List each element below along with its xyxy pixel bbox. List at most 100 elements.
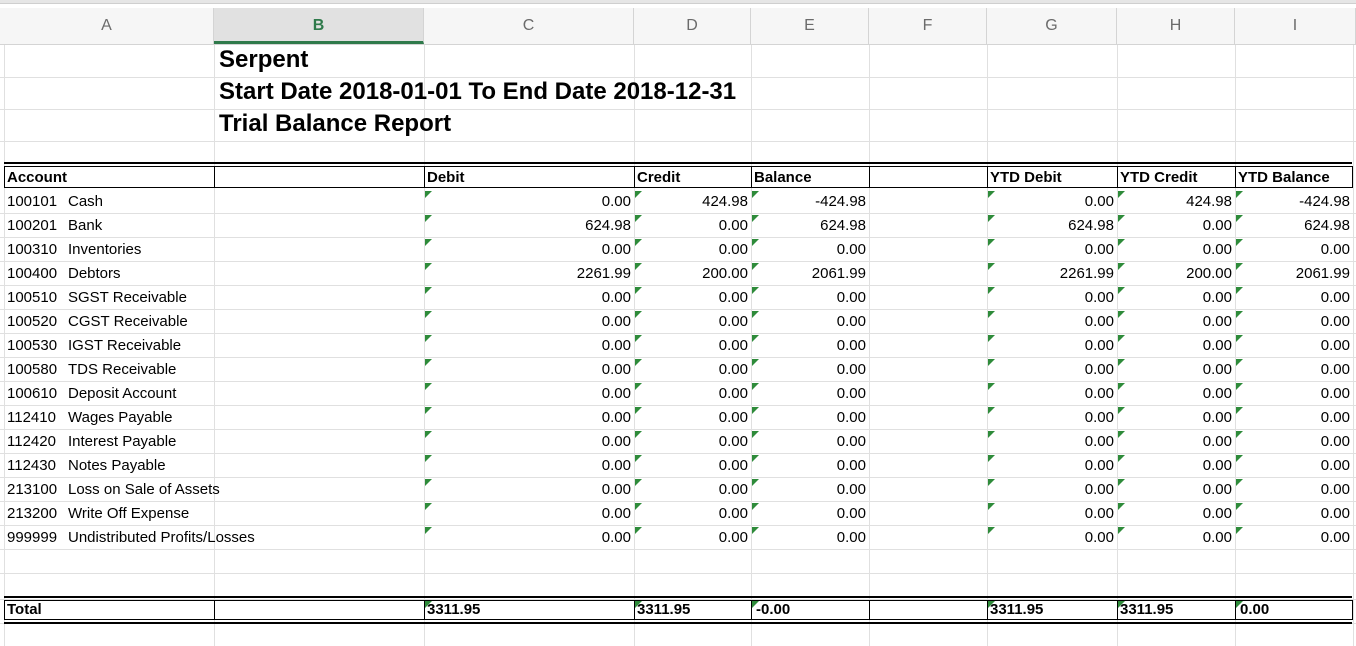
error-indicator-icon[interactable] [635,215,642,222]
cell-debit[interactable]: 2261.99 [576,265,631,282]
cell-ytd-balance[interactable]: 0.00 [1320,481,1350,498]
cell-ytd-credit[interactable]: 0.00 [1202,481,1232,498]
error-indicator-icon[interactable] [1236,311,1243,318]
error-indicator-icon[interactable] [1118,455,1125,462]
account-code[interactable]: 100580 [7,361,58,378]
cell-ytd-credit[interactable]: 0.00 [1202,337,1232,354]
cell-ytd-balance[interactable]: 0.00 [1320,241,1350,258]
cell-ytd-debit[interactable]: 0.00 [1084,529,1114,546]
error-indicator-icon[interactable] [752,311,759,318]
error-indicator-icon[interactable] [1118,527,1125,534]
error-indicator-icon[interactable] [1118,191,1125,198]
column-header-a[interactable]: A [0,8,214,44]
total-ytd-debit[interactable]: 3311.95 [990,601,1044,618]
error-indicator-icon[interactable] [1118,239,1125,246]
error-indicator-icon[interactable] [752,359,759,366]
account-code[interactable]: 100400 [7,265,58,282]
error-indicator-icon[interactable] [425,311,432,318]
error-indicator-icon[interactable] [635,359,642,366]
error-indicator-icon[interactable] [425,527,432,534]
error-indicator-icon[interactable] [635,503,642,510]
error-indicator-icon[interactable] [752,215,759,222]
cell-ytd-balance[interactable]: 0.00 [1320,361,1350,378]
cell-ytd-credit[interactable]: 0.00 [1202,409,1232,426]
cell-ytd-balance[interactable]: 0.00 [1320,409,1350,426]
account-name[interactable]: Undistributed Profits/Losses [68,529,255,546]
column-header-c[interactable]: C [424,8,634,44]
cell-balance[interactable]: 624.98 [820,217,866,234]
error-indicator-icon[interactable] [988,263,995,270]
cell-balance[interactable]: 2061.99 [811,265,866,282]
cell-ytd-credit[interactable]: 0.00 [1202,433,1232,450]
account-name[interactable]: Loss on Sale of Assets [68,481,220,498]
cell-balance[interactable]: 0.00 [836,361,866,378]
total-label[interactable]: Total [7,601,42,618]
account-code[interactable]: 112420 [7,433,56,450]
error-indicator-icon[interactable] [425,479,432,486]
cell-ytd-balance[interactable]: 0.00 [1320,505,1350,522]
error-indicator-icon[interactable] [425,263,432,270]
error-indicator-icon[interactable] [425,431,432,438]
account-name[interactable]: TDS Receivable [68,361,177,378]
account-code[interactable]: 100310 [7,241,58,258]
cell-debit[interactable]: 0.00 [601,193,631,210]
error-indicator-icon[interactable] [425,383,432,390]
error-indicator-icon[interactable] [635,287,642,294]
error-indicator-icon[interactable] [988,455,995,462]
error-indicator-icon[interactable] [1236,359,1243,366]
error-indicator-icon[interactable] [1118,359,1125,366]
account-name[interactable]: Inventories [68,241,142,258]
account-name[interactable]: CGST Receivable [68,313,188,330]
cell-credit[interactable]: 0.00 [718,361,748,378]
cell-balance[interactable]: 0.00 [836,409,866,426]
error-indicator-icon[interactable] [1236,287,1243,294]
cell-ytd-debit[interactable]: 0.00 [1084,385,1114,402]
account-code[interactable]: 100520 [7,313,58,330]
cell-ytd-credit[interactable]: 0.00 [1202,457,1232,474]
cell-ytd-debit[interactable]: 0.00 [1084,457,1114,474]
error-indicator-icon[interactable] [1236,455,1243,462]
cell-debit[interactable]: 0.00 [601,529,631,546]
column-header-d[interactable]: D [634,8,751,44]
cell-balance[interactable]: -424.98 [815,193,866,210]
column-header-g[interactable]: G [987,8,1117,44]
cell-ytd-debit[interactable]: 0.00 [1084,433,1114,450]
account-name[interactable]: Deposit Account [68,385,177,402]
error-indicator-icon[interactable] [635,479,642,486]
cell-ytd-debit[interactable]: 0.00 [1084,289,1114,306]
cell-credit[interactable]: 0.00 [718,433,748,450]
account-name[interactable]: Bank [68,217,103,234]
error-indicator-icon[interactable] [988,479,995,486]
cell-ytd-balance[interactable]: 0.00 [1320,433,1350,450]
error-indicator-icon[interactable] [635,431,642,438]
account-code[interactable]: 100201 [7,217,58,234]
account-code[interactable]: 100101 [7,193,58,210]
error-indicator-icon[interactable] [752,479,759,486]
error-indicator-icon[interactable] [635,407,642,414]
error-indicator-icon[interactable] [1236,335,1243,342]
cell-debit[interactable]: 624.98 [585,217,631,234]
cell-debit[interactable]: 0.00 [601,337,631,354]
cell-credit[interactable]: 0.00 [718,409,748,426]
cell-balance[interactable]: 0.00 [836,385,866,402]
cell-ytd-credit[interactable]: 424.98 [1186,193,1232,210]
cell-ytd-credit[interactable]: 0.00 [1202,241,1232,258]
error-indicator-icon[interactable] [1236,601,1243,608]
cell-debit[interactable]: 0.00 [601,433,631,450]
cell-credit[interactable]: 0.00 [718,385,748,402]
account-code[interactable]: 213100 [7,481,58,498]
cell-ytd-credit[interactable]: 0.00 [1202,529,1232,546]
account-name[interactable]: Wages Payable [68,409,173,426]
cell-balance[interactable]: 0.00 [836,529,866,546]
error-indicator-icon[interactable] [1118,407,1125,414]
error-indicator-icon[interactable] [988,191,995,198]
error-indicator-icon[interactable] [752,239,759,246]
error-indicator-icon[interactable] [1118,479,1125,486]
account-code[interactable]: 100530 [7,337,58,354]
cell-debit[interactable]: 0.00 [601,409,631,426]
column-header-h[interactable]: H [1117,8,1235,44]
error-indicator-icon[interactable] [752,455,759,462]
account-code[interactable]: 100610 [7,385,58,402]
cell-debit[interactable]: 0.00 [601,385,631,402]
error-indicator-icon[interactable] [425,287,432,294]
